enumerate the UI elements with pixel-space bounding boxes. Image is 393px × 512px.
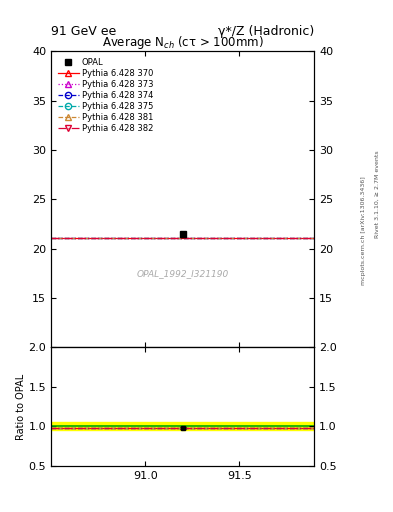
Y-axis label: Ratio to OPAL: Ratio to OPAL [16,374,26,440]
Text: Rivet 3.1.10, ≥ 2.7M events: Rivet 3.1.10, ≥ 2.7M events [375,151,380,239]
Legend: OPAL, Pythia 6.428 370, Pythia 6.428 373, Pythia 6.428 374, Pythia 6.428 375, Py: OPAL, Pythia 6.428 370, Pythia 6.428 373… [55,55,156,136]
Bar [51,422,314,431]
Title: Average N$_{ch}$ (cτ > 100mm): Average N$_{ch}$ (cτ > 100mm) [102,34,264,51]
Text: γ*/Z (Hadronic): γ*/Z (Hadronic) [218,26,314,38]
Text: OPAL_1992_I321190: OPAL_1992_I321190 [137,269,229,278]
Text: mcplots.cern.ch [arXiv:1306.3436]: mcplots.cern.ch [arXiv:1306.3436] [361,176,366,285]
Text: 91 GeV ee: 91 GeV ee [51,26,116,38]
